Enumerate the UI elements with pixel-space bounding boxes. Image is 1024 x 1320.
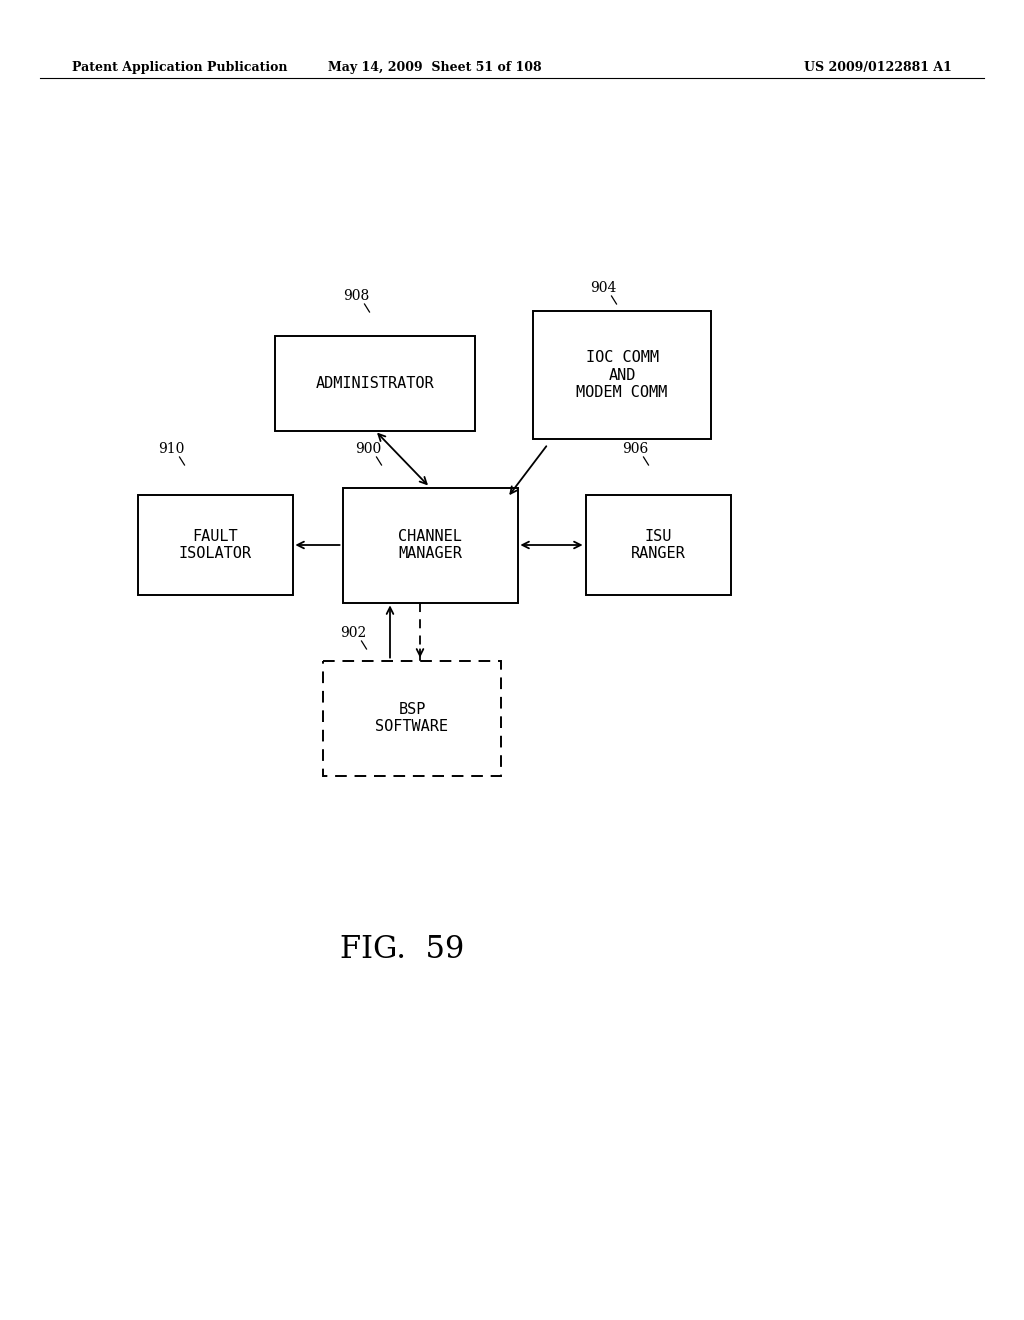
Text: May 14, 2009  Sheet 51 of 108: May 14, 2009 Sheet 51 of 108 — [328, 62, 542, 74]
Bar — [275, 335, 475, 430]
Bar — [534, 312, 711, 440]
Text: IOC COMM
AND
MODEM COMM: IOC COMM AND MODEM COMM — [577, 350, 668, 400]
Bar — [586, 495, 730, 595]
Bar — [342, 487, 517, 602]
Bar — [323, 660, 501, 776]
Text: 900: 900 — [355, 442, 381, 455]
Text: CHANNEL
MANAGER: CHANNEL MANAGER — [398, 529, 462, 561]
Text: FIG.  59: FIG. 59 — [340, 935, 464, 965]
Text: Patent Application Publication: Patent Application Publication — [72, 62, 288, 74]
Text: FAULT
ISOLATOR: FAULT ISOLATOR — [178, 529, 252, 561]
Bar — [137, 495, 293, 595]
Text: ADMINISTRATOR: ADMINISTRATOR — [315, 375, 434, 391]
Text: ISU
RANGER: ISU RANGER — [631, 529, 685, 561]
Text: 910: 910 — [158, 442, 184, 455]
Text: 904: 904 — [590, 281, 616, 294]
Text: US 2009/0122881 A1: US 2009/0122881 A1 — [804, 62, 952, 74]
Text: BSP
SOFTWARE: BSP SOFTWARE — [376, 702, 449, 734]
Text: 906: 906 — [622, 442, 648, 455]
Text: 908: 908 — [343, 289, 370, 304]
Text: 902: 902 — [340, 626, 367, 640]
